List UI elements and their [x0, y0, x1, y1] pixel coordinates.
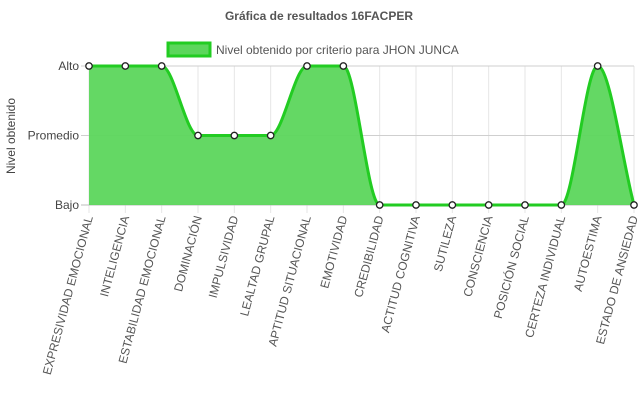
chart-title: Gráfica de resultados 16FACPER [225, 9, 413, 23]
data-point[interactable] [375, 201, 384, 209]
series-points [85, 62, 638, 209]
x-tick-label: AUTOESTIMA [571, 214, 605, 293]
x-tick-label: CONSCIENCIA [460, 214, 495, 298]
data-point[interactable] [303, 62, 311, 70]
x-tick-labels: EXPRESIVIDAD EMOCIONAL INTELIGENCIAESTABI… [40, 214, 639, 377]
data-point[interactable] [157, 62, 166, 70]
x-tick-label: EXPRESIVIDAD EMOCIONAL [40, 214, 96, 376]
x-tick-label: SUTILEZA [431, 214, 459, 273]
data-point[interactable] [448, 201, 457, 209]
x-tick-label: POSICIÓN SOCIAL [490, 214, 532, 321]
y-tick-labels: Bajo Promedio Alto [28, 59, 80, 212]
data-point[interactable] [484, 201, 493, 209]
x-tick-label: ACTITUD COGNITIVA [378, 214, 423, 334]
data-point[interactable] [194, 131, 202, 140]
x-tick-label: IMPULSIVIDAD [206, 214, 242, 300]
data-point[interactable] [412, 201, 420, 209]
y-axis-title: Nivel obtenido [4, 98, 18, 174]
legend-label[interactable]: Nivel obtenido por criterio para JHON JU… [216, 43, 459, 57]
legend-swatch[interactable] [166, 41, 212, 58]
y-tick-label: Promedio [28, 129, 80, 143]
x-tick-label: INTELIGENCIA [97, 214, 132, 298]
data-point[interactable] [630, 201, 638, 209]
data-point[interactable] [557, 201, 566, 209]
data-point[interactable] [521, 201, 529, 209]
x-tick-label: EMOTIVIDAD [317, 214, 350, 290]
data-point[interactable] [121, 62, 130, 70]
data-point[interactable] [593, 62, 602, 70]
y-tick-label: Alto [58, 59, 79, 73]
data-point[interactable] [230, 131, 239, 140]
x-tick-label: CREDIBILIDAD [351, 214, 386, 299]
x-tick-label: LEALTAD GRUPAL [237, 214, 277, 318]
y-tick-label: Bajo [55, 198, 79, 212]
x-tick-label: CERTEZA INDIVIDUAL [522, 214, 568, 339]
x-tick-label: DOMINACIÓN [170, 214, 205, 293]
data-point[interactable] [266, 131, 275, 140]
data-point[interactable] [339, 62, 348, 70]
legend[interactable]: Nivel obtenido por criterio para JHON JU… [166, 41, 459, 58]
data-point[interactable] [85, 62, 93, 70]
